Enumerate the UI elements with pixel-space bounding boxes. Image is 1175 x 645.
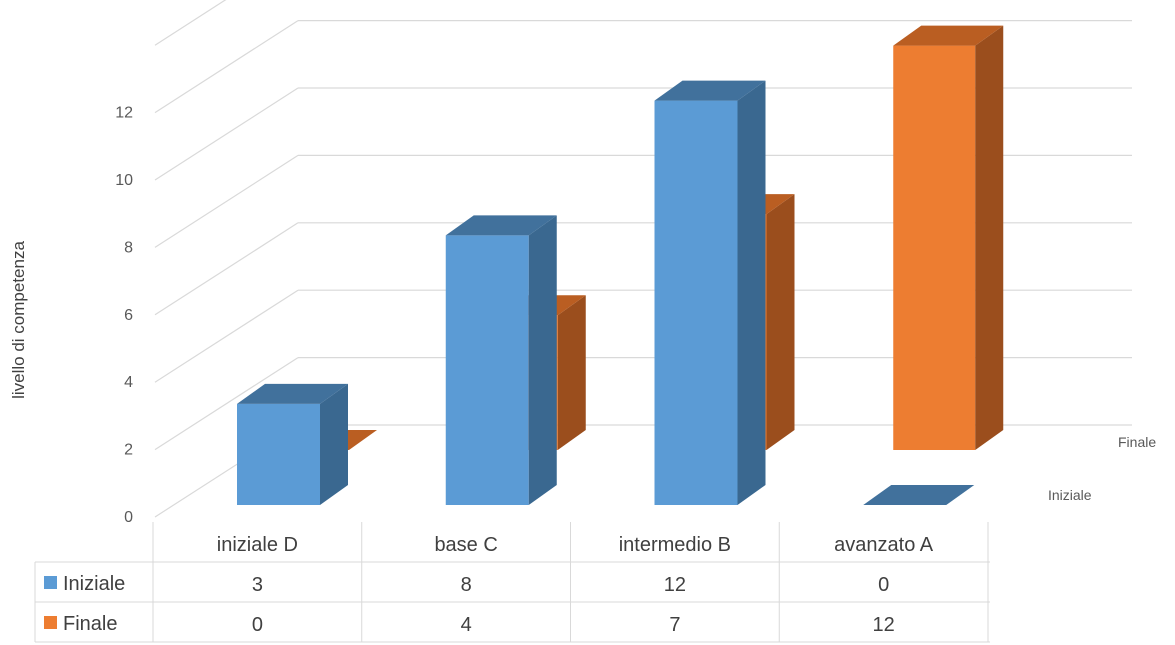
gridline-wall [154, 87, 299, 181]
bar-iniziale-iniziale-d-front [237, 403, 320, 505]
bar-finale-base-c-side [557, 295, 586, 450]
legend-label-iniziale: Iniziale [63, 573, 125, 595]
table-cell-finale-avanzato-a: 12 [873, 614, 895, 636]
gridline-wall [154, 289, 299, 383]
y-tick-label: 4 [124, 374, 133, 391]
bar-finale-avanzato-a-top [893, 25, 1004, 46]
table-header-avanzato-a: avanzato A [834, 534, 934, 556]
bar-iniziale-intermedio-b-top [654, 80, 766, 101]
depth-axis: Finale Iniziale [1048, 434, 1156, 503]
bar-iniziale-iniziale-d-top [237, 383, 348, 404]
bar-iniziale-intermedio-b-front [654, 100, 738, 505]
y-tick-label: 10 [115, 172, 133, 189]
table-cell-iniziale-avanzato-a: 0 [878, 574, 889, 596]
bar-finale-avanzato-a-side [975, 25, 1004, 450]
table-cell-finale-base-c: 4 [461, 614, 472, 636]
bar-iniziale-base-c-front [445, 235, 529, 505]
series-iniziale-bars [237, 80, 975, 505]
table-cell-iniziale-intermedio-b: 12 [664, 574, 686, 596]
y-tick-label: 6 [124, 307, 133, 324]
bar-iniziale-base-c-top [445, 215, 557, 236]
bar-finale-avanzato-a-front [893, 45, 976, 450]
y-tick-label: 8 [124, 239, 133, 256]
y-tick-label: 2 [124, 442, 133, 459]
table-header-intermedio-b: intermedio B [619, 534, 731, 556]
table-cell-finale-intermedio-b: 7 [669, 614, 680, 636]
depth-label-finale: Finale [1118, 434, 1156, 450]
table-header-iniziale-d: iniziale D [217, 534, 298, 556]
legend-swatch-finale [44, 616, 57, 629]
legend-swatch-iniziale [44, 576, 57, 589]
bar-finale-intermedio-b-side [766, 194, 795, 450]
table-cell-finale-iniziale-d: 0 [252, 614, 263, 636]
y-tick-label: 12 [115, 105, 133, 122]
y-axis: livello di competenza 0 2 4 6 8 10 12 [9, 105, 133, 526]
series-finale-bars [267, 25, 1004, 450]
table-cell-iniziale-base-c: 8 [461, 574, 472, 596]
depth-label-iniziale: Iniziale [1048, 487, 1092, 503]
gridline-wall [154, 222, 299, 316]
gridline-wall [154, 20, 299, 114]
bar-iniziale-avanzato-a-flat [863, 485, 975, 505]
gridline-wall [154, 357, 299, 451]
table-header-base-c: base C [434, 534, 497, 556]
legend-label-finale: Finale [63, 613, 117, 635]
table-cell-iniziale-iniziale-d: 3 [252, 574, 263, 596]
bar-iniziale-iniziale-d-side [320, 383, 348, 505]
y-axis-label: livello di competenza [9, 241, 28, 399]
y-tick-label: 0 [124, 509, 133, 526]
bar-iniziale-intermedio-b-side [737, 80, 766, 505]
gridline-wall [154, 154, 299, 248]
data-table: iniziale D base C intermedio B avanzato A In… [34, 522, 990, 643]
gridline-wall [154, 0, 227, 46]
bar-iniziale-base-c-side [528, 215, 557, 505]
